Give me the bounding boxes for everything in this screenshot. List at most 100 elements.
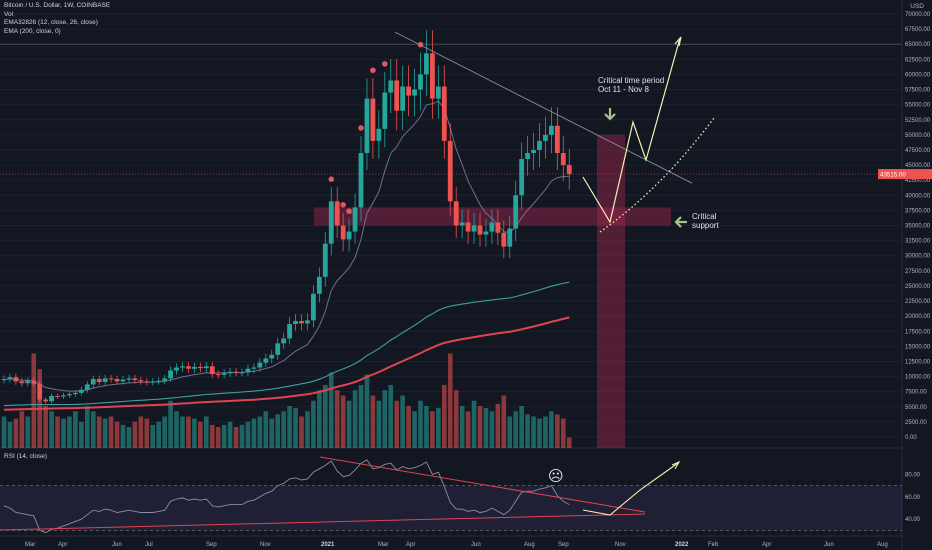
volume-bar bbox=[168, 400, 173, 448]
volume-bar bbox=[293, 408, 298, 448]
candle bbox=[299, 314, 304, 331]
candle bbox=[275, 337, 281, 360]
candle-body bbox=[531, 149, 536, 153]
volume-bar bbox=[209, 424, 215, 448]
critical-time-line2: Oct 11 - Nov 8 bbox=[598, 85, 649, 94]
candle-body bbox=[435, 86, 441, 99]
rsi-tick-label: 40.00 bbox=[905, 517, 921, 523]
candle bbox=[37, 380, 43, 402]
rsi-projection-path bbox=[582, 462, 679, 516]
rsi-legend: RSI (14, close) bbox=[4, 453, 47, 460]
price-tick-label: 70000.00 bbox=[905, 12, 931, 18]
candle bbox=[453, 187, 459, 239]
volume-bar bbox=[299, 416, 304, 448]
candle-body bbox=[441, 86, 447, 141]
rsi-line bbox=[3, 459, 570, 534]
volume-bar bbox=[275, 414, 280, 448]
volume-bar bbox=[114, 421, 120, 448]
price-tick-label: 7500.00 bbox=[905, 390, 927, 396]
critical-time-annotation: Critical time period Oct 11 - Nov 8 bbox=[598, 76, 664, 94]
volume-bar bbox=[43, 406, 48, 448]
candle bbox=[25, 377, 31, 387]
candle bbox=[126, 374, 132, 384]
candle-body bbox=[25, 380, 31, 384]
candle bbox=[364, 78, 370, 171]
candle bbox=[90, 375, 96, 388]
price-tick-label: 27500.00 bbox=[905, 269, 931, 275]
candle bbox=[156, 377, 162, 385]
support-zone bbox=[314, 207, 671, 226]
down-arrow-icon bbox=[604, 108, 616, 121]
candle bbox=[316, 267, 322, 303]
volume-bar bbox=[31, 353, 37, 448]
ema-fast-line bbox=[3, 100, 570, 392]
volume-bar bbox=[79, 421, 84, 448]
rsi-band bbox=[0, 485, 902, 531]
candle-body bbox=[108, 378, 114, 380]
candle-body bbox=[424, 53, 429, 75]
candle bbox=[162, 374, 168, 385]
candle bbox=[447, 123, 453, 216]
price-tick-label: 50000.00 bbox=[905, 133, 931, 139]
volume-bar bbox=[418, 400, 423, 448]
candle-body bbox=[73, 392, 78, 395]
volume-bar bbox=[96, 416, 102, 448]
volume-bar bbox=[376, 400, 382, 448]
candle bbox=[519, 142, 525, 210]
candle bbox=[114, 375, 120, 385]
candle-body bbox=[90, 378, 96, 385]
volume-bar bbox=[317, 390, 322, 448]
candle-body bbox=[251, 367, 257, 369]
price-tick-label: 47500.00 bbox=[905, 148, 931, 154]
volume-bar bbox=[49, 411, 54, 448]
candle bbox=[31, 377, 37, 388]
candle bbox=[78, 387, 84, 396]
candle bbox=[269, 349, 275, 364]
candle-body bbox=[549, 125, 554, 135]
volume-bar bbox=[1, 416, 7, 448]
volume-bar bbox=[465, 411, 471, 448]
ema200-legend: EMA (200, close, 0) bbox=[4, 27, 61, 35]
candle-body bbox=[221, 372, 227, 375]
candle bbox=[19, 378, 25, 387]
volume-bar bbox=[233, 427, 239, 448]
volume-bar bbox=[388, 385, 394, 448]
candle bbox=[412, 68, 417, 117]
price-tick-label: 35000.00 bbox=[905, 224, 931, 230]
price-tick-label: 12500.00 bbox=[905, 359, 931, 365]
candle-body bbox=[447, 140, 453, 202]
candle-body bbox=[471, 225, 477, 232]
price-tick-label: 65000.00 bbox=[905, 42, 931, 48]
volume-bar bbox=[61, 418, 66, 448]
candle-body bbox=[61, 395, 66, 397]
candle bbox=[554, 107, 560, 171]
price-tick-label: 20000.00 bbox=[905, 314, 931, 320]
volume-bar bbox=[412, 411, 417, 448]
candle bbox=[471, 212, 477, 244]
critical-support-line1: Critical bbox=[692, 212, 717, 221]
candle-body bbox=[96, 378, 102, 383]
candle bbox=[168, 366, 173, 382]
candle bbox=[55, 393, 60, 399]
candle-body bbox=[168, 370, 173, 379]
ema200-line bbox=[3, 316, 570, 411]
candle-body bbox=[287, 323, 292, 339]
volume-bar bbox=[221, 424, 227, 448]
time-axis-label: Sep bbox=[206, 542, 217, 548]
price-tick-label: 42500.00 bbox=[905, 178, 931, 184]
price-tick-label: 40000.00 bbox=[905, 193, 931, 199]
candle bbox=[328, 187, 334, 256]
candle-body bbox=[554, 125, 560, 153]
volume-bar bbox=[406, 406, 411, 448]
price-tick-label: 22500.00 bbox=[905, 299, 931, 305]
candle-body bbox=[453, 201, 459, 226]
candle bbox=[180, 362, 185, 372]
price-tick-label: 5000.00 bbox=[905, 405, 927, 411]
volume-bar bbox=[346, 400, 352, 448]
volume-legend: Vol bbox=[4, 10, 14, 18]
price-tick-label: 45000.00 bbox=[905, 163, 931, 169]
rsi-support-trendline bbox=[0, 513, 646, 531]
candle bbox=[370, 78, 376, 159]
candle-body bbox=[305, 320, 310, 324]
